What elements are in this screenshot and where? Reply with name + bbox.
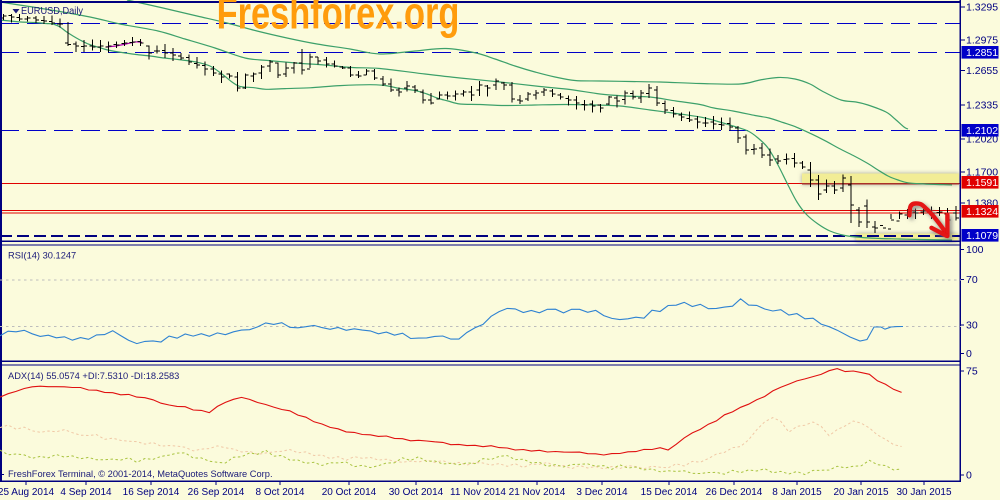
svg-text:26 Dec 2014: 26 Dec 2014: [706, 487, 763, 498]
svg-text:30: 30: [966, 320, 978, 332]
svg-text:1.1324: 1.1324: [966, 206, 998, 218]
svg-text:1.1079: 1.1079: [966, 230, 998, 242]
svg-text:1.2655: 1.2655: [966, 65, 998, 77]
svg-text:75: 75: [966, 366, 978, 378]
svg-text:RSI(14) 30.1247: RSI(14) 30.1247: [8, 251, 76, 261]
svg-text:70: 70: [966, 274, 978, 286]
svg-text:20 Jan 2015: 20 Jan 2015: [833, 487, 888, 498]
svg-text:1.3295: 1.3295: [966, 2, 998, 14]
svg-text:FreshForex Terminal, © 2001-20: FreshForex Terminal, © 2001-2014, MetaQu…: [8, 469, 273, 479]
svg-text:1.2851: 1.2851: [966, 47, 998, 59]
svg-text:1.2335: 1.2335: [966, 100, 998, 112]
svg-text:25 Aug 2014: 25 Aug 2014: [0, 487, 55, 498]
svg-text:0: 0: [966, 470, 972, 482]
svg-text:4 Sep 2014: 4 Sep 2014: [60, 487, 112, 498]
svg-text:1.1700: 1.1700: [966, 167, 998, 179]
svg-text:20 Oct 2014: 20 Oct 2014: [322, 487, 377, 498]
svg-text:26 Sep 2014: 26 Sep 2014: [188, 487, 245, 498]
svg-text:1.2102: 1.2102: [966, 125, 998, 137]
svg-text:Freshforex.org: Freshforex.org: [217, 0, 460, 39]
svg-text:15 Dec 2014: 15 Dec 2014: [641, 487, 698, 498]
svg-text:8 Jan 2015: 8 Jan 2015: [772, 487, 822, 498]
svg-text:11 Nov 2014: 11 Nov 2014: [450, 487, 506, 498]
svg-text:16 Sep 2014: 16 Sep 2014: [123, 487, 180, 498]
svg-text:8 Oct 2014: 8 Oct 2014: [256, 487, 305, 498]
svg-text:30 Jan 2015: 30 Jan 2015: [896, 487, 951, 498]
svg-text:1.1591: 1.1591: [966, 177, 998, 189]
svg-text:1.2975: 1.2975: [966, 35, 998, 47]
svg-text:21 Nov 2014: 21 Nov 2014: [509, 487, 566, 498]
svg-text:3 Dec 2014: 3 Dec 2014: [576, 487, 628, 498]
svg-text:0: 0: [966, 348, 972, 360]
svg-text:EURUSD,Daily: EURUSD,Daily: [21, 6, 83, 18]
svg-text:100: 100: [966, 244, 984, 256]
svg-text:ADX(14) 55.0574 +DI:7.5310 -DI: ADX(14) 55.0574 +DI:7.5310 -DI:18.2583: [8, 371, 179, 381]
svg-text:30 Oct 2014: 30 Oct 2014: [389, 487, 444, 498]
